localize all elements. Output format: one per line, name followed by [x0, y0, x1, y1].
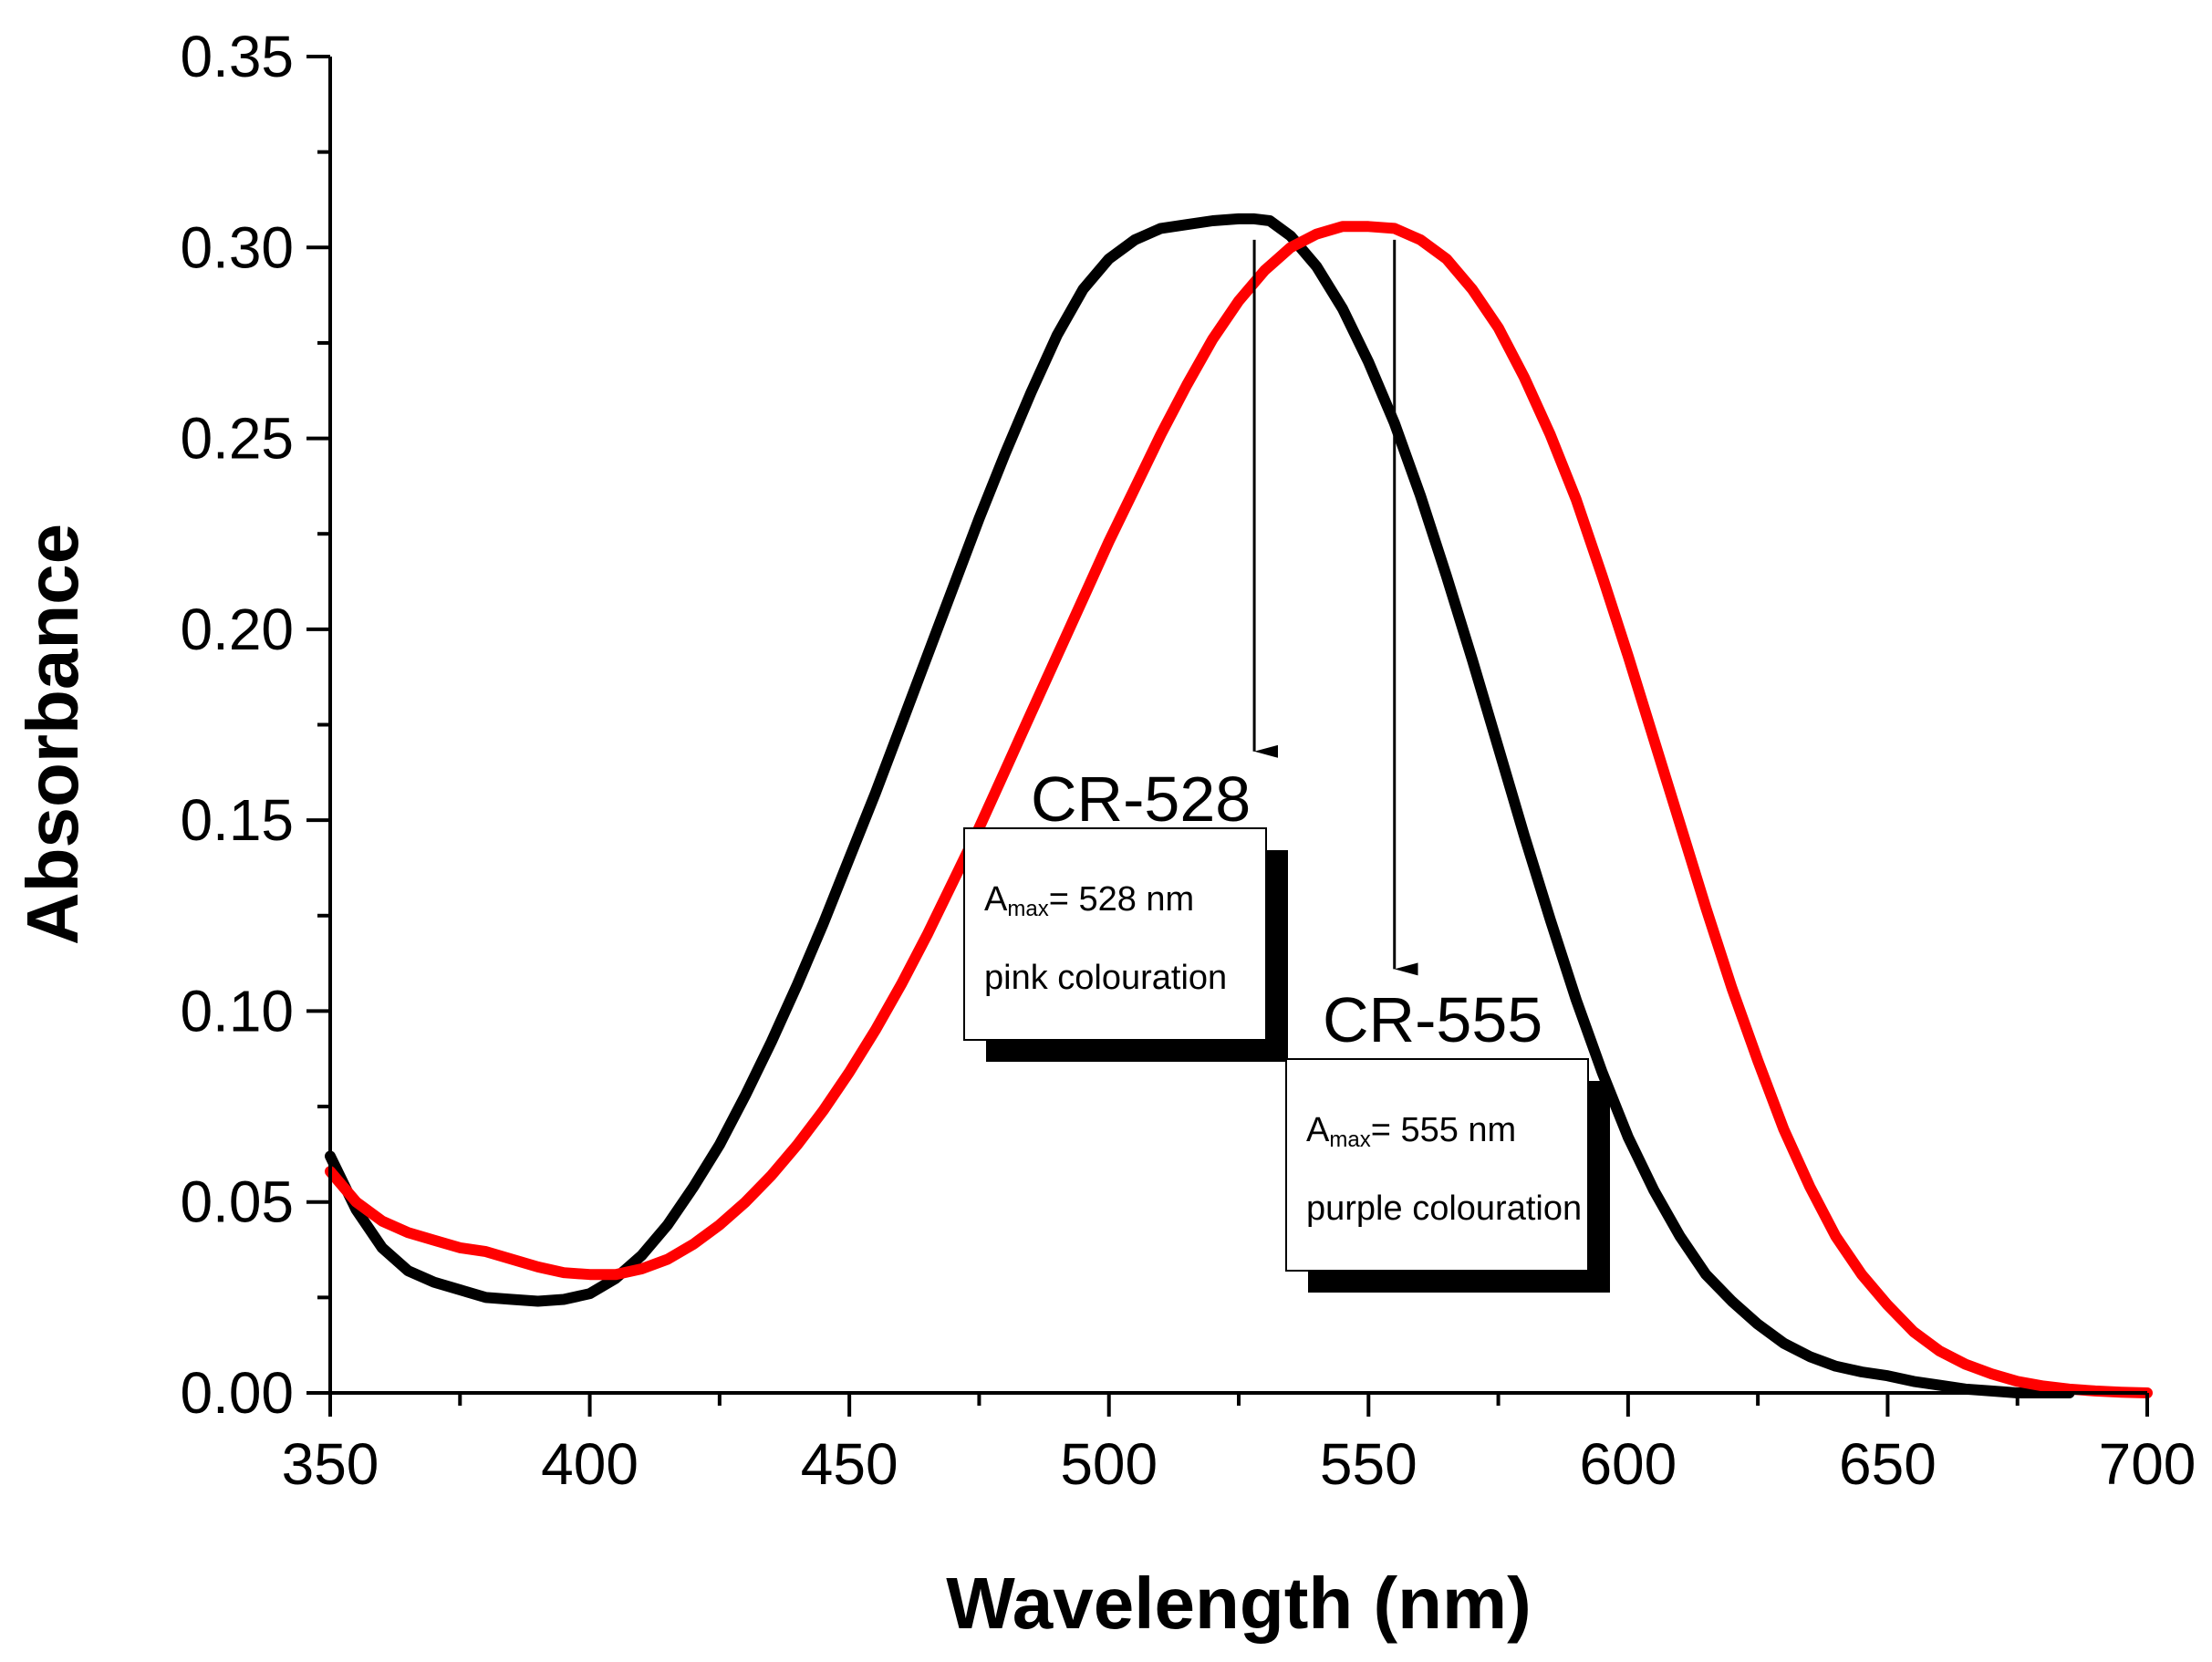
y-tick-label: 0.20 [180, 597, 294, 662]
y-tick-label: 0.25 [180, 406, 294, 472]
x-axis-title: Wavelength (nm) [946, 1563, 1531, 1644]
y-axis-title: Absorbance [12, 524, 93, 945]
y-tick-label: 0.15 [180, 787, 294, 853]
x-tick-label: 450 [801, 1431, 898, 1497]
amax-value: = 528 nm [1049, 880, 1195, 919]
x-tick-label: 550 [1320, 1431, 1418, 1497]
box-colour-cr-555: purple colouration [1306, 1189, 1582, 1228]
ticks: 350 400 450 500 550 600 650 700 0.00 0.05 0.10 0.15… [180, 24, 2196, 1497]
box-lambda-cr-528: Amax= 528 nm [984, 880, 1194, 921]
peak-label-cr-555: CR-555 [1323, 984, 1542, 1055]
y-tick-label: 0.35 [180, 24, 294, 89]
x-tick-label: 400 [541, 1431, 639, 1497]
y-tick-label: 0.10 [180, 978, 294, 1044]
x-tick-label: 700 [2099, 1431, 2196, 1497]
y-tick-label: 0.05 [180, 1169, 294, 1235]
info-box-cr-528 [963, 827, 1267, 1041]
info-box-cr-555 [1285, 1058, 1589, 1272]
x-tick-label: 650 [1839, 1431, 1937, 1497]
amax-symbol: A [984, 880, 1008, 919]
peak-label-cr-528: CR-528 [1031, 763, 1251, 835]
y-tick-label: 0.00 [180, 1360, 294, 1426]
amax-subscript: max [1007, 897, 1048, 921]
amax-symbol: A [1306, 1111, 1330, 1149]
series-layer [325, 213, 2153, 1398]
axes [328, 57, 2147, 1395]
box-lambda-cr-555: Amax= 555 nm [1306, 1111, 1516, 1152]
amax-value: = 555 nm [1371, 1111, 1517, 1149]
box-colour-cr-528: pink colouration [984, 959, 1227, 997]
x-tick-label: 350 [282, 1431, 379, 1497]
x-tick-label: 600 [1579, 1431, 1677, 1497]
series-line-cr-555 [325, 221, 2153, 1398]
x-tick-label: 500 [1060, 1431, 1158, 1497]
amax-subscript: max [1329, 1127, 1370, 1152]
y-tick-label: 0.30 [180, 214, 294, 280]
